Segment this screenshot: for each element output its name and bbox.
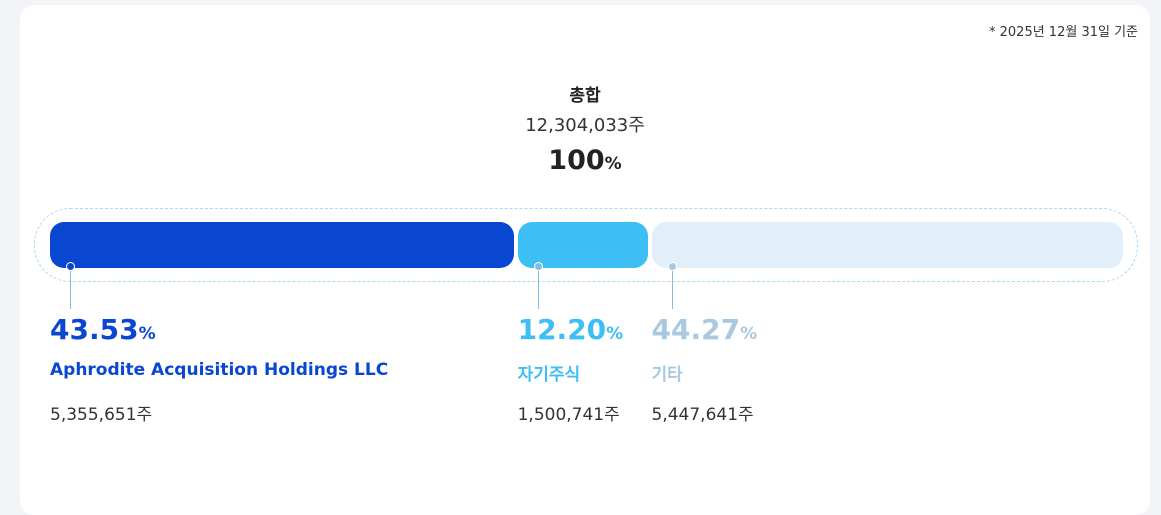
- percent-label: 44.27%: [652, 313, 758, 346]
- page: * 2025년 12월 31일 기준 총합 12,304,033주 100% 4…: [20, 5, 1150, 515]
- pin-dot: [66, 262, 75, 271]
- card: * 2025년 12월 31일 기준 총합 12,304,033주 100% 4…: [20, 5, 1150, 515]
- note: * 2025년 12월 31일 기준: [989, 25, 1138, 40]
- pin-line: [671, 267, 673, 309]
- category-name: Aphrodite Acquisition Holdings LLC: [50, 360, 389, 380]
- percent-value: 43.53: [50, 313, 139, 346]
- total: 12,304,033주: [525, 115, 645, 136]
- category-name: 기타: [651, 365, 683, 385]
- pin-line: [70, 267, 71, 309]
- total-percent-value: 100: [548, 145, 605, 176]
- unit: %: [604, 154, 622, 174]
- shares: 5,355,651주: [50, 405, 153, 425]
- bar-segment: [651, 222, 1123, 268]
- pin-dot: [533, 262, 543, 271]
- percent-label: 12.20%: [518, 313, 624, 346]
- shares: 1,500,741주: [517, 405, 620, 425]
- shares: 5,447,641주: [651, 405, 754, 425]
- unit: %: [740, 324, 758, 344]
- title: 총합: [569, 86, 601, 106]
- total-percent: 100%: [20, 145, 1150, 176]
- unit: %: [138, 324, 156, 344]
- percent-value: 12.20: [517, 313, 607, 346]
- pin-dot: [667, 262, 677, 271]
- bar-track: [34, 208, 1138, 282]
- bar-segment: [517, 222, 648, 268]
- percent-value: 44.27: [651, 313, 741, 346]
- bar-segment: [50, 222, 514, 268]
- percent-label: 43.53%: [50, 313, 156, 346]
- unit: %: [606, 324, 624, 344]
- pin-line: [537, 267, 539, 309]
- category-name: 자기주식: [517, 365, 581, 385]
